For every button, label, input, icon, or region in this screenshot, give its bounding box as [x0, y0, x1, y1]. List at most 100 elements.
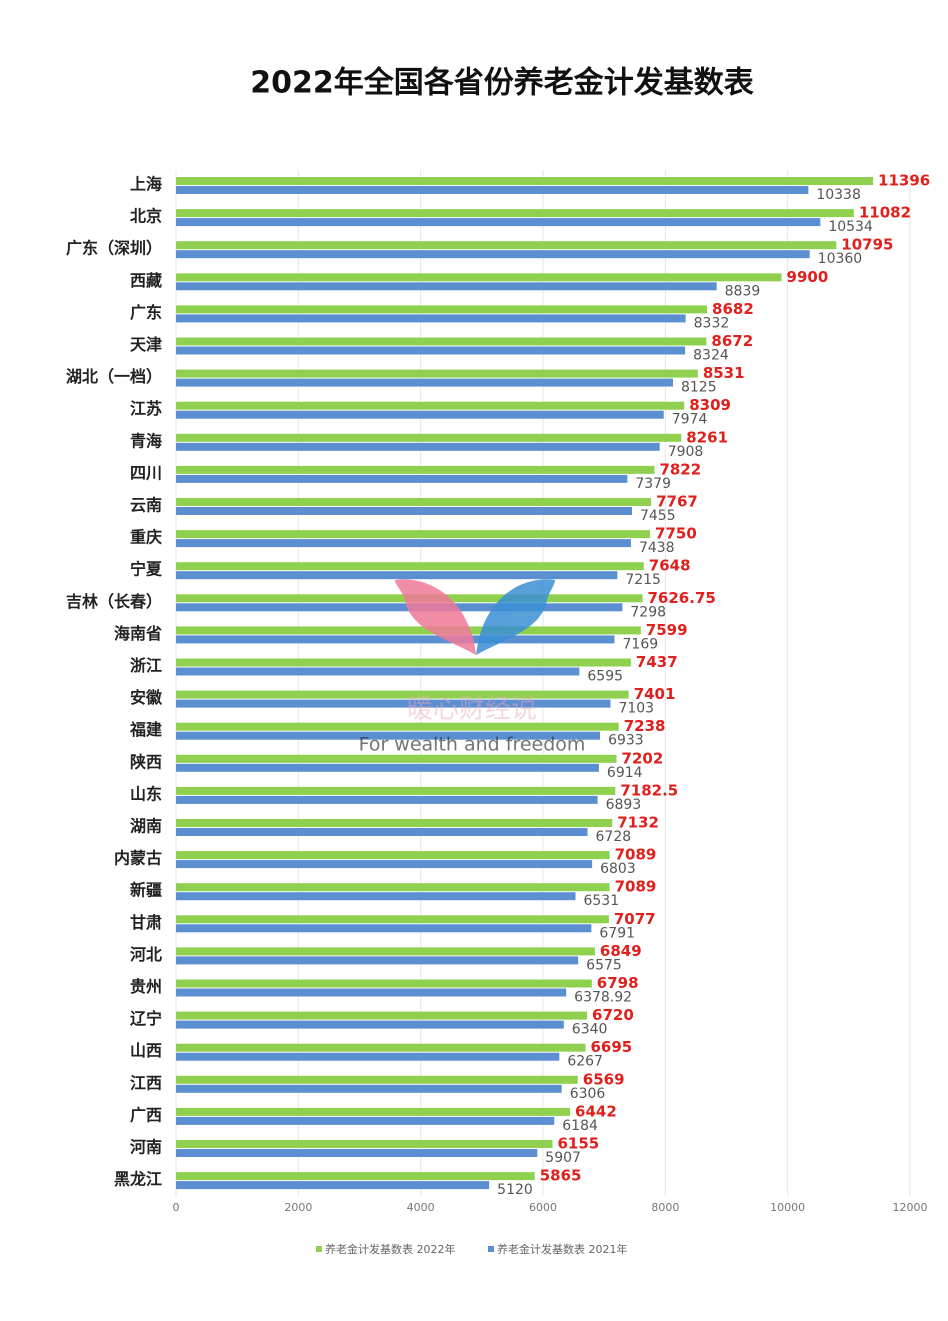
- x-tick-label: 0: [173, 1201, 180, 1214]
- category-label: 宁夏: [130, 560, 163, 579]
- bar: [176, 218, 821, 227]
- value-label: 5120: [497, 1182, 533, 1198]
- value-label: 11082: [859, 204, 911, 222]
- x-tick-label: 8000: [651, 1201, 679, 1214]
- category-label: 广东: [130, 303, 162, 322]
- bar: [176, 763, 599, 772]
- category-label: 福建: [129, 720, 162, 739]
- value-label: 6695: [591, 1038, 633, 1056]
- bar: [176, 819, 613, 827]
- x-tick-label: 6000: [529, 1201, 557, 1214]
- bar: [176, 337, 707, 346]
- bar: [176, 667, 580, 676]
- bar: [176, 507, 632, 515]
- value-label: 7437: [636, 653, 678, 671]
- value-label: 6933: [608, 733, 644, 749]
- value-label: 8125: [681, 380, 717, 396]
- legend-label: 养老金计发基数表 2021年: [497, 1242, 628, 1256]
- watermark-heart-right: [476, 579, 555, 655]
- bar: [176, 539, 631, 548]
- bar: [176, 305, 708, 314]
- value-label: 7599: [646, 621, 688, 639]
- value-label: 6306: [570, 1086, 606, 1102]
- category-label: 辽宁: [130, 1009, 162, 1028]
- bar: [176, 1011, 588, 1020]
- bar: [176, 1084, 562, 1093]
- value-label: 7626.75: [648, 589, 716, 607]
- value-label: 7648: [649, 557, 691, 575]
- bar: [176, 828, 588, 836]
- value-label: 6720: [592, 1006, 634, 1024]
- value-label: 6849: [600, 942, 642, 960]
- category-label: 广西: [130, 1105, 162, 1124]
- value-label: 7455: [640, 508, 676, 524]
- bar: [176, 947, 595, 956]
- bar: [176, 282, 717, 291]
- legend: 养老金计发基数表 2022年 养老金计发基数表 2021年: [316, 1242, 628, 1256]
- category-label: 浙江: [130, 656, 162, 675]
- value-label: 7822: [659, 460, 701, 478]
- category-label: 河南: [130, 1138, 162, 1157]
- value-label: 7750: [655, 525, 697, 543]
- bar: [176, 401, 685, 410]
- value-label: 6340: [572, 1022, 608, 1038]
- bar: [176, 273, 782, 282]
- value-label: 8324: [693, 348, 729, 364]
- value-label: 6791: [599, 925, 635, 941]
- x-tick-label: 2000: [284, 1201, 312, 1214]
- value-label: 7215: [625, 572, 661, 588]
- category-label: 江西: [130, 1073, 162, 1092]
- chart-title: 2022年全国各省份养老金计发基数表: [250, 66, 754, 101]
- category-label: 重庆: [130, 528, 162, 547]
- watermark-slogan: For wealth and freedom: [359, 734, 586, 756]
- category-label: 湖北（一档）: [66, 367, 162, 386]
- value-label: 10534: [828, 219, 873, 235]
- category-label: 内蒙古: [114, 849, 162, 868]
- value-label: 7298: [630, 604, 666, 620]
- bar: [176, 795, 598, 804]
- value-label: 8682: [712, 300, 754, 318]
- value-label: 7238: [624, 717, 666, 735]
- value-label: 10795: [841, 236, 893, 254]
- value-label: 11396: [878, 172, 930, 190]
- bar: [176, 915, 609, 924]
- value-label: 6378.92: [574, 990, 632, 1006]
- value-label: 8261: [686, 428, 728, 446]
- value-label: 8839: [725, 283, 761, 299]
- value-label: 6531: [583, 893, 619, 909]
- value-label: 7169: [623, 636, 659, 652]
- bar: [176, 314, 686, 323]
- bar: [176, 378, 673, 387]
- watermark-heart-left: [395, 579, 476, 655]
- bar: [176, 562, 644, 571]
- value-label: 6569: [583, 1070, 625, 1088]
- bar: [176, 690, 629, 699]
- category-label: 湖南: [130, 817, 162, 836]
- category-label: 新疆: [130, 881, 162, 900]
- value-label: 6155: [557, 1135, 599, 1153]
- value-label: 7767: [656, 493, 698, 511]
- bar: [176, 956, 579, 965]
- value-label: 10338: [816, 187, 861, 203]
- value-label: 5907: [545, 1150, 581, 1166]
- legend-swatch: [316, 1246, 322, 1252]
- value-label: 6914: [607, 765, 643, 781]
- bar: [176, 635, 615, 644]
- category-label: 吉林（长春）: [66, 592, 162, 611]
- category-label: 西藏: [130, 271, 162, 290]
- bar: [176, 1020, 564, 1029]
- bar: [176, 1107, 571, 1116]
- bar: [176, 892, 576, 901]
- category-label: 安徽: [130, 688, 163, 707]
- bar: [176, 731, 601, 740]
- value-label: 6442: [575, 1102, 617, 1120]
- bar: [176, 1052, 560, 1061]
- value-label: 7182.5: [620, 781, 678, 799]
- watermark-text: 暖心财经说: [407, 695, 537, 725]
- category-label: 北京: [130, 207, 162, 226]
- bar: [176, 1172, 535, 1181]
- watermark: 暖心财经说 For wealth and freedom: [359, 579, 586, 756]
- bar: [176, 465, 655, 474]
